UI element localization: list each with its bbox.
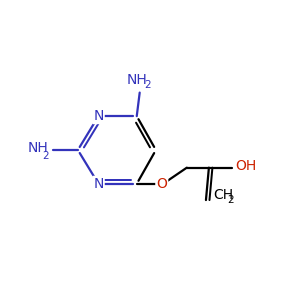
- Text: NH: NH: [28, 141, 48, 154]
- Text: CH: CH: [213, 188, 233, 202]
- Text: 2: 2: [42, 152, 49, 161]
- Text: OH: OH: [236, 159, 256, 173]
- Text: 2: 2: [227, 195, 233, 206]
- Text: 2: 2: [145, 80, 151, 90]
- Text: NH: NH: [126, 73, 147, 87]
- Text: N: N: [93, 109, 104, 123]
- Text: O: O: [156, 177, 167, 191]
- Text: N: N: [93, 177, 104, 191]
